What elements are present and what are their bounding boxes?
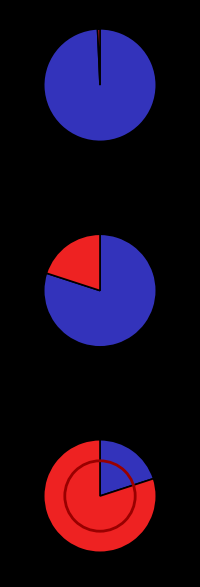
Wedge shape (44, 234, 156, 347)
Wedge shape (46, 234, 100, 291)
Wedge shape (98, 29, 100, 85)
Wedge shape (100, 440, 154, 496)
Wedge shape (44, 440, 156, 552)
Wedge shape (44, 29, 156, 141)
